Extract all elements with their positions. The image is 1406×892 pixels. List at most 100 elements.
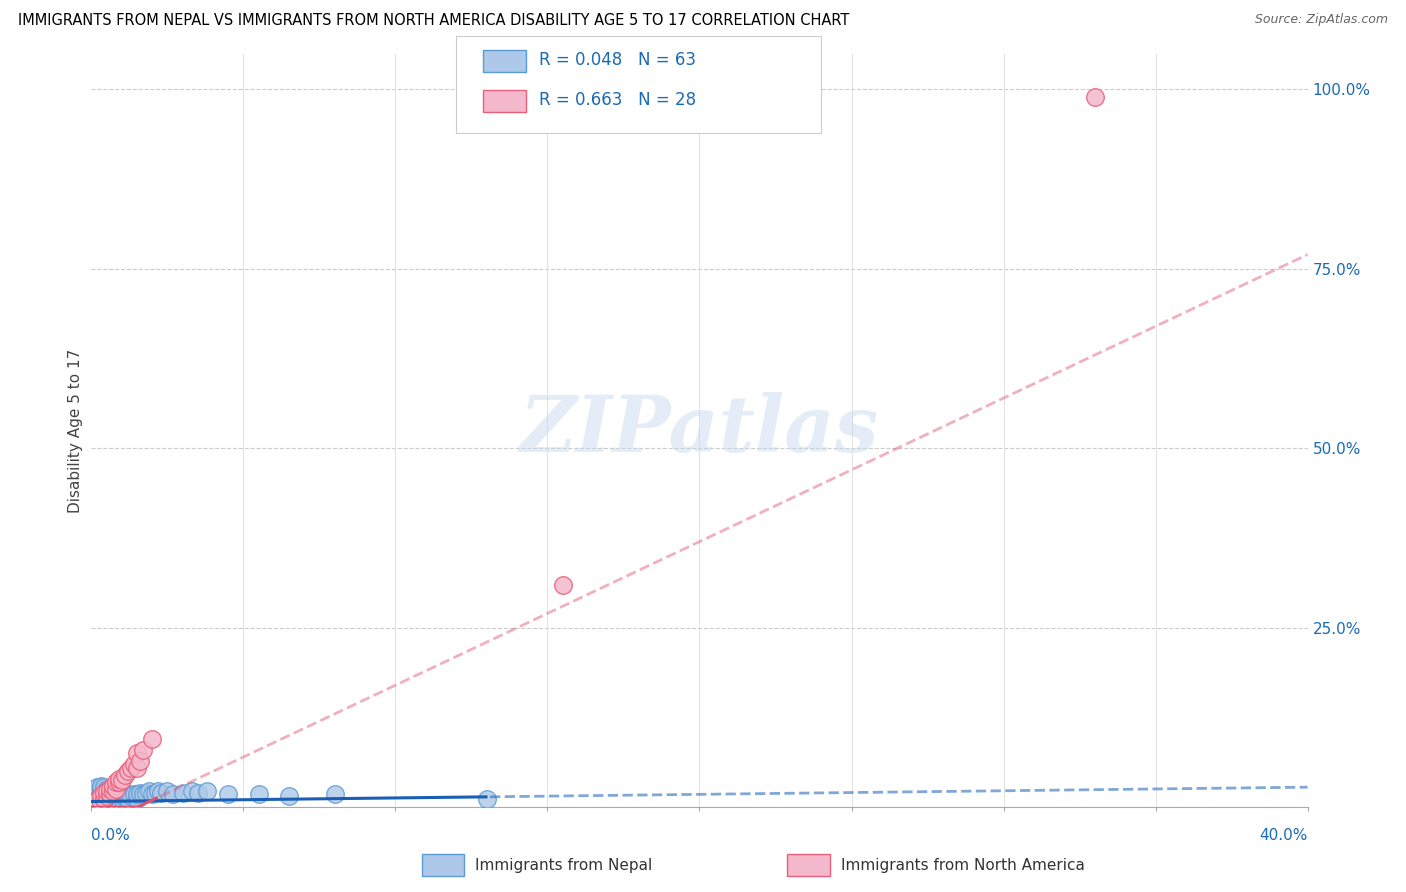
Point [83, 795, 105, 809]
Point [117, 764, 139, 779]
Point [104, 789, 127, 804]
Point [323, 788, 346, 802]
Point [83, 789, 105, 804]
Point [120, 761, 142, 775]
Point [93, 791, 115, 805]
Text: Immigrants from Nepal: Immigrants from Nepal [475, 858, 652, 872]
Point [122, 788, 145, 802]
Point [93, 788, 115, 802]
Point [83, 793, 105, 807]
FancyBboxPatch shape [484, 90, 526, 112]
Point [138, 784, 160, 798]
Point [141, 732, 163, 747]
Point [93, 786, 115, 800]
Point [96, 788, 118, 802]
Point [98, 788, 121, 802]
Point [98, 789, 121, 804]
Point [1084, 89, 1107, 103]
Point [98, 782, 121, 797]
Point [101, 784, 124, 798]
Point [122, 757, 145, 772]
Text: R = 0.663   N = 28: R = 0.663 N = 28 [538, 91, 696, 109]
Point [111, 772, 134, 787]
Point [475, 791, 498, 805]
Point [111, 789, 134, 804]
Point [93, 791, 115, 805]
Point [143, 786, 166, 800]
Text: ZIPatlas: ZIPatlas [520, 392, 879, 468]
Point [83, 782, 105, 797]
Point [96, 784, 118, 798]
Y-axis label: Disability Age 5 to 17: Disability Age 5 to 17 [67, 348, 83, 513]
Point [551, 578, 574, 592]
Point [96, 789, 118, 804]
Point [98, 795, 121, 809]
Point [125, 761, 148, 775]
Point [114, 786, 136, 800]
Point [114, 768, 136, 782]
Point [89, 788, 111, 802]
Point [93, 780, 115, 794]
Point [86, 780, 108, 794]
Point [117, 791, 139, 805]
Point [217, 788, 239, 802]
Point [132, 788, 155, 802]
Point [96, 795, 118, 809]
Text: 40.0%: 40.0% [1260, 828, 1308, 843]
Text: IMMIGRANTS FROM NEPAL VS IMMIGRANTS FROM NORTH AMERICA DISABILITY AGE 5 TO 17 CO: IMMIGRANTS FROM NEPAL VS IMMIGRANTS FROM… [18, 13, 849, 29]
Point [104, 795, 127, 809]
Point [135, 786, 157, 800]
Point [86, 795, 108, 809]
Point [132, 743, 155, 757]
Point [120, 789, 142, 804]
Text: R = 0.048   N = 63: R = 0.048 N = 63 [538, 51, 696, 69]
Point [111, 791, 134, 805]
Point [93, 784, 115, 798]
Point [98, 784, 121, 798]
Point [104, 775, 127, 789]
Point [125, 747, 148, 761]
Point [89, 793, 111, 807]
Text: 0.0%: 0.0% [91, 828, 131, 843]
Point [187, 786, 209, 800]
Point [117, 788, 139, 802]
Point [107, 788, 129, 802]
Point [129, 786, 152, 800]
Point [195, 784, 218, 798]
Point [247, 788, 270, 802]
Point [125, 788, 148, 802]
Point [89, 782, 111, 797]
Point [89, 789, 111, 804]
Point [89, 789, 111, 804]
Point [86, 793, 108, 807]
Text: Immigrants from North America: Immigrants from North America [841, 858, 1084, 872]
Point [148, 784, 170, 798]
Point [89, 795, 111, 809]
Point [101, 793, 124, 807]
Point [162, 788, 184, 802]
Point [278, 789, 301, 804]
Point [104, 782, 127, 797]
Point [107, 793, 129, 807]
Point [107, 775, 129, 789]
Point [96, 782, 118, 797]
Point [156, 784, 179, 798]
Point [101, 779, 124, 793]
FancyBboxPatch shape [456, 37, 821, 133]
Point [86, 788, 108, 802]
Point [89, 784, 111, 798]
Point [101, 784, 124, 798]
Point [89, 779, 111, 793]
Point [125, 791, 148, 805]
Point [107, 772, 129, 786]
Point [180, 784, 202, 798]
Point [86, 791, 108, 805]
Point [150, 786, 173, 800]
Point [86, 784, 108, 798]
Point [101, 789, 124, 804]
Point [96, 791, 118, 805]
Point [111, 786, 134, 800]
Point [141, 788, 163, 802]
FancyBboxPatch shape [484, 50, 526, 72]
Point [172, 786, 194, 800]
